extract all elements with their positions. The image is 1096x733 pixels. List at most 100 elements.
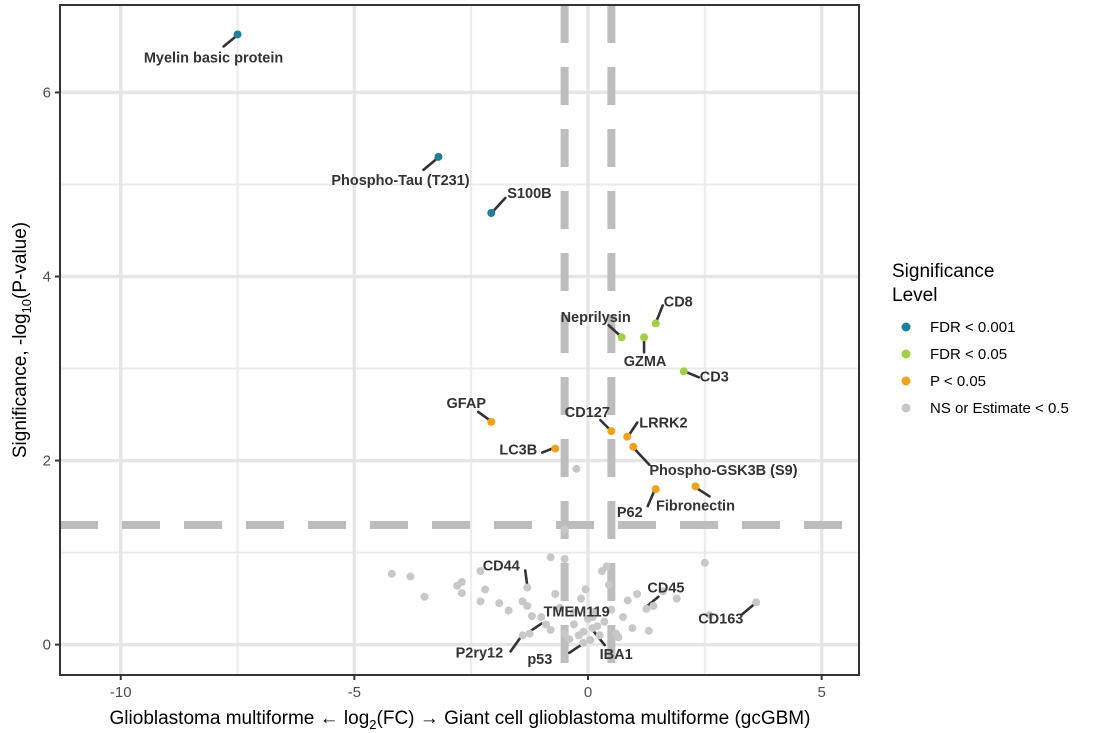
point-label: Neprilysin xyxy=(561,310,631,326)
data-point xyxy=(651,485,660,494)
data-point xyxy=(546,625,555,634)
data-point xyxy=(623,596,632,605)
point-label: p53 xyxy=(527,652,552,668)
y-axis-title-part-2: (P-value) xyxy=(10,222,31,299)
data-point xyxy=(651,319,660,328)
data-point xyxy=(658,587,667,596)
point-label: TMEM119 xyxy=(544,605,610,621)
data-point xyxy=(453,581,462,590)
data-point xyxy=(434,152,443,161)
data-point xyxy=(607,427,616,436)
legend-title-line-2: Level xyxy=(892,285,937,306)
point-label: Fibronectin xyxy=(656,498,735,514)
data-point xyxy=(546,553,555,562)
data-point xyxy=(579,627,588,636)
point-label: Phospho-Tau (T231) xyxy=(331,173,469,189)
y-tick-label: 4 xyxy=(43,268,51,285)
label-connector xyxy=(599,418,611,431)
point-label: IBA1 xyxy=(600,647,633,663)
legend-label: P < 0.05 xyxy=(930,373,986,390)
legend-key xyxy=(901,322,911,332)
data-point xyxy=(387,569,396,578)
data-point xyxy=(752,598,761,607)
data-point xyxy=(406,572,415,581)
data-point xyxy=(619,613,628,622)
point-label: CD44 xyxy=(483,559,520,575)
point-label: P2ry12 xyxy=(456,645,504,661)
label-connector xyxy=(222,36,236,48)
data-point xyxy=(679,367,688,376)
label-connector xyxy=(607,323,621,337)
x-axis-title-subscript: 2 xyxy=(369,717,376,732)
label-connector xyxy=(492,196,507,212)
point-label: CD127 xyxy=(565,405,610,421)
data-point xyxy=(525,629,534,638)
data-point xyxy=(560,629,569,638)
legend-key xyxy=(901,376,911,386)
point-label: CD3 xyxy=(700,369,729,385)
data-point xyxy=(487,208,496,217)
data-point xyxy=(628,624,637,633)
point-label: GFAP xyxy=(447,396,487,412)
data-point xyxy=(504,606,513,615)
label-connector xyxy=(540,447,554,454)
point-labels: Myelin basic protein Phospho-Tau (T231) S1… xyxy=(144,50,798,667)
data-points xyxy=(233,30,761,647)
data-point xyxy=(560,525,569,534)
data-point xyxy=(551,444,560,453)
data-point xyxy=(649,601,658,610)
legend-label: FDR < 0.001 xyxy=(930,319,1015,336)
data-point xyxy=(555,603,564,612)
label-connector xyxy=(422,158,437,172)
x-axis-title-part-2: (FC) → Giant cell glioblastoma multiform… xyxy=(377,708,811,729)
point-label: S100B xyxy=(507,186,551,202)
grid-lines xyxy=(60,5,859,675)
label-connector xyxy=(697,488,711,498)
data-point xyxy=(598,567,607,576)
data-point xyxy=(476,567,485,576)
data-point xyxy=(457,589,466,598)
data-point xyxy=(607,605,616,614)
x-tick-label: 0 xyxy=(584,684,592,701)
legend-label: FDR < 0.05 xyxy=(930,346,1007,363)
data-point xyxy=(527,612,536,621)
point-label: LC3B xyxy=(499,443,537,459)
data-point xyxy=(705,611,714,620)
data-point xyxy=(629,442,638,451)
x-axis-title-part-1: Glioblastoma multiforme ← log xyxy=(110,708,370,729)
label-connector xyxy=(634,448,651,467)
label-connector xyxy=(685,370,701,379)
label-connector xyxy=(740,602,756,616)
label-connector xyxy=(627,421,639,436)
y-axis-title-part-1: Significance, -log xyxy=(10,313,31,458)
data-point xyxy=(644,626,653,635)
axis-ticks: -10 -5 0 5 0 2 4 6 xyxy=(43,84,826,701)
legend-key xyxy=(901,349,911,359)
data-point xyxy=(672,594,681,603)
data-point xyxy=(523,601,532,610)
legend-entries: FDR < 0.001 FDR < 0.05 P < 0.05 NS or Estim… xyxy=(901,319,1069,417)
data-point xyxy=(642,604,651,613)
data-point xyxy=(617,333,626,342)
legend-key xyxy=(901,403,911,413)
point-label: Myelin basic protein xyxy=(144,50,283,66)
point-label: LRRK2 xyxy=(639,416,687,432)
y-axis-title: Significance, -log10(P-value) xyxy=(10,222,34,458)
point-label: Phospho-GSK3B (S9) xyxy=(649,463,797,479)
data-point xyxy=(476,597,485,606)
legend-title-line-1: Significance xyxy=(892,261,994,282)
data-point xyxy=(581,585,590,594)
y-tick-label: 0 xyxy=(43,637,51,654)
data-point xyxy=(481,585,490,594)
label-connector xyxy=(509,636,522,653)
data-point xyxy=(595,631,604,640)
data-point xyxy=(579,638,588,647)
data-point xyxy=(576,594,585,603)
data-point xyxy=(614,633,623,642)
data-point xyxy=(640,333,649,342)
data-point xyxy=(565,635,574,644)
legend: Significance Level FDR < 0.001 FDR < 0.05… xyxy=(892,261,1069,417)
x-axis-title: Glioblastoma multiforme ← log2(FC) → Gia… xyxy=(110,708,811,732)
label-connector xyxy=(476,410,491,422)
